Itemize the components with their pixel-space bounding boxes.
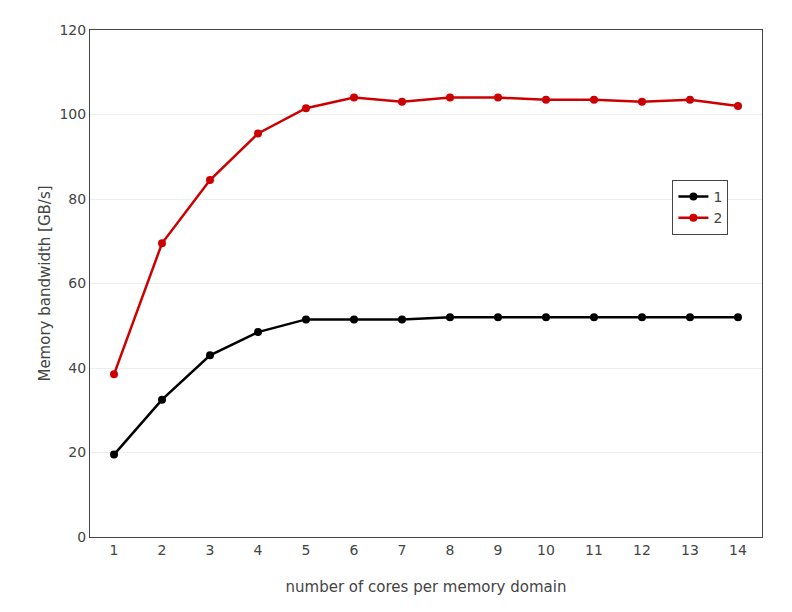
svg-text:100: 100 (59, 106, 86, 122)
svg-text:1: 1 (713, 189, 722, 205)
svg-text:7: 7 (398, 542, 407, 558)
svg-text:9: 9 (494, 542, 503, 558)
svg-text:number of cores per memory dom: number of cores per memory domain (286, 578, 567, 596)
svg-text:11: 11 (585, 542, 603, 558)
svg-text:5: 5 (302, 542, 311, 558)
svg-text:12: 12 (633, 542, 651, 558)
svg-text:6: 6 (350, 542, 359, 558)
svg-text:80: 80 (68, 191, 86, 207)
svg-text:0: 0 (77, 529, 86, 545)
svg-text:60: 60 (68, 275, 86, 291)
svg-text:10: 10 (537, 542, 555, 558)
svg-text:40: 40 (68, 360, 86, 376)
svg-text:14: 14 (729, 542, 747, 558)
svg-text:120: 120 (59, 22, 86, 38)
svg-text:3: 3 (206, 542, 215, 558)
svg-text:8: 8 (446, 542, 455, 558)
svg-text:20: 20 (68, 444, 86, 460)
svg-text:1: 1 (110, 542, 119, 558)
svg-text:13: 13 (681, 542, 699, 558)
svg-text:2: 2 (713, 210, 722, 226)
svg-text:2: 2 (158, 542, 167, 558)
svg-text:Memory bandwidth [GB/s]: Memory bandwidth [GB/s] (36, 185, 54, 381)
svg-text:4: 4 (254, 542, 263, 558)
